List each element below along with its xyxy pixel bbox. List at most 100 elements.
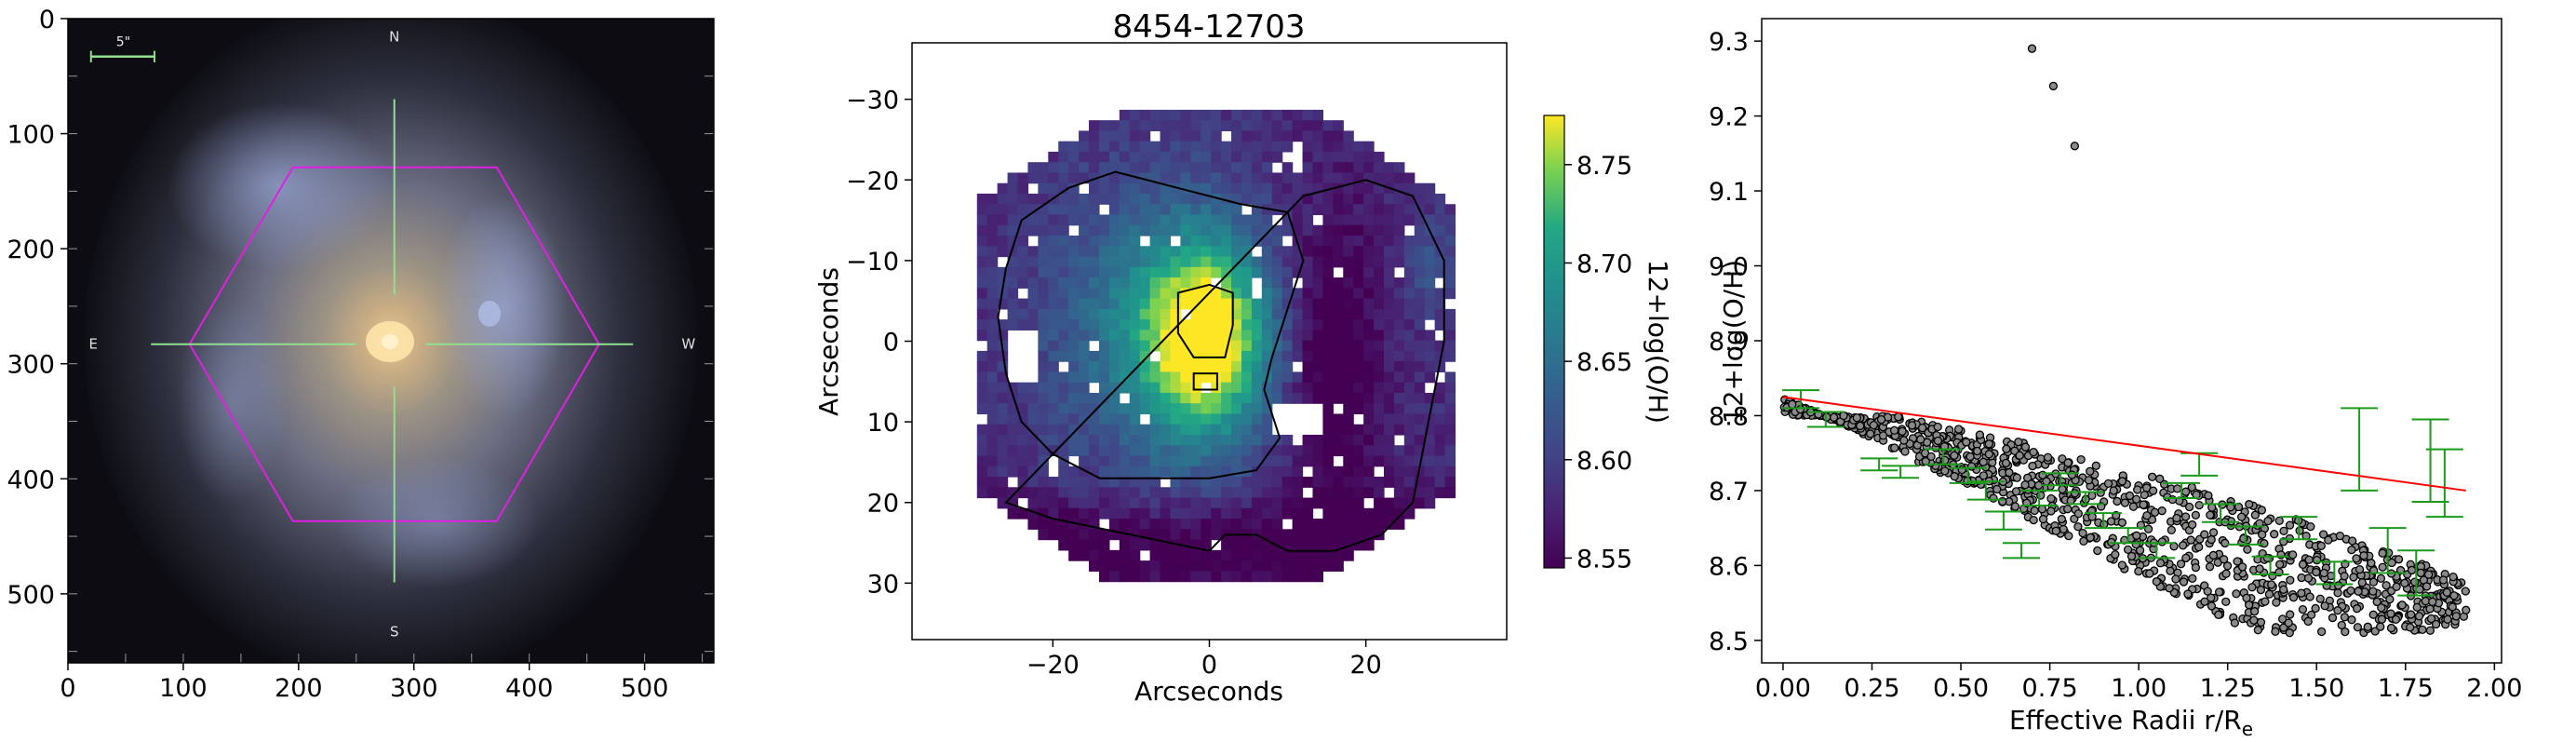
map-cell [1241, 549, 1253, 561]
map-cell [1190, 308, 1201, 320]
map-cell [1048, 350, 1059, 362]
map-cell [1271, 120, 1283, 132]
map-cell [1322, 120, 1334, 132]
map-cell [1211, 319, 1222, 331]
map-cell [1058, 298, 1069, 310]
map-cell [1251, 256, 1263, 268]
map-cell [1160, 549, 1172, 561]
map-cell [1079, 224, 1090, 236]
map-cell [1048, 162, 1059, 174]
map-cell [1007, 182, 1019, 195]
map-cell [1292, 382, 1304, 394]
spaxel-point [2341, 627, 2350, 637]
spaxel-point [2073, 509, 2083, 519]
map-cell [1281, 549, 1294, 561]
map-cell [1414, 392, 1426, 404]
map-cell [1312, 519, 1324, 530]
sdss-image-frame [67, 18, 715, 664]
map-cell [1089, 141, 1100, 153]
map-cell [1007, 445, 1019, 457]
map-cell [1119, 539, 1131, 551]
map-cell [1058, 455, 1069, 467]
map-cell [1160, 497, 1172, 509]
map-cell [1271, 330, 1283, 342]
map-cell [1058, 246, 1069, 258]
map-y-axis-label: Arcseconds [813, 267, 844, 416]
map-cell [1139, 141, 1151, 153]
map-cell [1403, 330, 1415, 342]
map-cell [1363, 288, 1375, 300]
map-cell [1302, 497, 1314, 509]
map-cell [1160, 445, 1172, 457]
map-cell [1108, 392, 1120, 404]
spaxel-point [2376, 622, 2385, 631]
map-cell [1403, 288, 1415, 300]
map-cell [1281, 571, 1294, 583]
spaxel-point [2298, 604, 2308, 614]
map-cell [1414, 413, 1426, 425]
map-cell [1068, 298, 1080, 310]
map-cell [1231, 204, 1242, 216]
map-cell [1108, 529, 1120, 541]
map-cell [1190, 141, 1201, 153]
map-cell [1079, 371, 1090, 384]
map-cell [1251, 560, 1263, 572]
map-cell [1139, 539, 1151, 551]
gradient-x-tick-label: 2.00 [2466, 674, 2522, 703]
map-cell [1190, 162, 1201, 174]
map-cell [1353, 288, 1364, 300]
map-cell [1201, 434, 1212, 446]
map-cell [1271, 445, 1283, 457]
map-cell [1139, 487, 1151, 499]
map-cell [1261, 413, 1273, 425]
map-cell [1038, 487, 1049, 499]
map-cell [1424, 236, 1436, 247]
map-cell [1027, 214, 1039, 226]
spaxel-point [2233, 557, 2242, 566]
map-cell [1119, 497, 1131, 509]
map-cell [1414, 403, 1426, 415]
map-cell [1281, 392, 1294, 404]
map-cell [1221, 361, 1232, 373]
map-cell [1281, 224, 1294, 236]
spaxel-point [2219, 555, 2229, 564]
map-cell [1119, 371, 1131, 384]
spaxel-point [1992, 484, 2002, 494]
map-cell [1119, 277, 1131, 289]
map-cell [1424, 413, 1436, 425]
map-cell [986, 319, 999, 331]
map-cell [1363, 413, 1375, 425]
map-cell [1292, 497, 1304, 509]
map-cell [1353, 497, 1364, 509]
map-cell [1312, 236, 1324, 247]
map-cell [1190, 266, 1201, 278]
map-cell [1343, 162, 1354, 174]
map-cell [1007, 413, 1019, 425]
map-x-axis-label: Arcseconds [1134, 676, 1283, 707]
spaxel-point [2355, 564, 2365, 574]
map-cell [1383, 288, 1395, 300]
map-cell [976, 424, 988, 436]
map-cell [1261, 549, 1273, 561]
map-cell [1007, 193, 1019, 205]
map-cell [1343, 130, 1354, 142]
map-cell [1201, 403, 1212, 415]
map-cell [1068, 519, 1080, 530]
map-cell [1149, 434, 1161, 446]
map-cell [1048, 298, 1059, 310]
map-cell [1089, 120, 1100, 132]
map-cell [1170, 392, 1181, 404]
map-cell [1363, 182, 1375, 195]
map-cell [1048, 330, 1059, 342]
map-cell [1079, 330, 1090, 342]
spaxel-point [2113, 496, 2122, 506]
spaxel-point [2277, 614, 2288, 624]
map-cell [1353, 172, 1364, 184]
map-cell [1180, 141, 1191, 153]
map-cell [1027, 204, 1039, 216]
map-cell [1079, 204, 1090, 216]
map-cell [1027, 445, 1039, 457]
map-cell [1068, 266, 1080, 278]
map-cell [1160, 236, 1172, 247]
